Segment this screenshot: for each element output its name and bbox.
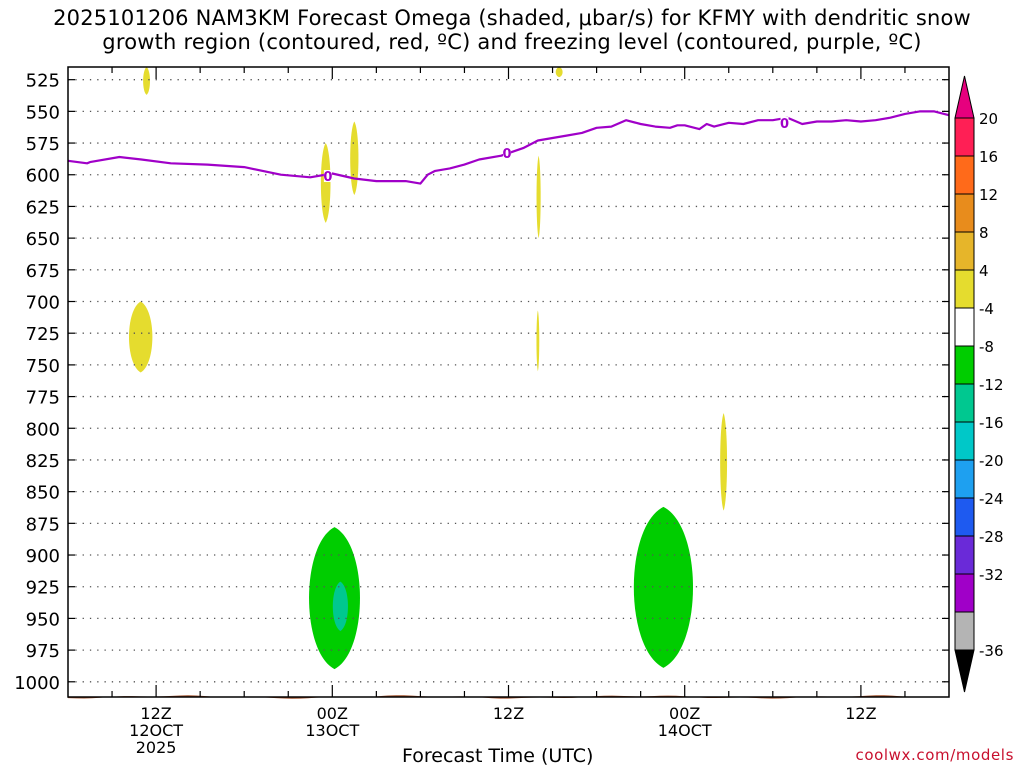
omega-region-5: [536, 155, 541, 239]
x-tick-label-12-2: 2025: [136, 738, 177, 757]
x-tick-label-48-0: 00Z: [669, 704, 700, 723]
y-tick-label-750: 750: [26, 356, 60, 377]
y-tick-label-850: 850: [26, 483, 60, 504]
colorbar-label-5: -4: [979, 300, 994, 318]
colorbar-segment-10: [954, 497, 975, 537]
colorbar-segment-4: [954, 269, 975, 309]
colorbar-label-8: -16: [979, 414, 1004, 432]
omega-shading-layer: [128, 67, 728, 670]
y-tick-label-975: 975: [26, 641, 60, 662]
y-tick-label-900: 900: [26, 546, 60, 567]
x-axis-label: Forecast Time (UTC): [402, 745, 594, 767]
axes-layer: 525 550 575 600 625 650 675 700 725 750 775 800 825 8…: [14, 66, 950, 757]
colorbar-label-10: -24: [979, 490, 1004, 508]
colorbar-label-2: 12: [979, 186, 998, 204]
y-tick-label-650: 650: [26, 229, 60, 250]
x-tick-label-48-1: 14OCT: [658, 721, 712, 740]
y-tick-label-1000: 1000: [14, 673, 60, 694]
colorbar-label-1: 16: [979, 148, 998, 166]
omega-region-4: [128, 301, 153, 373]
omega-region-1: [555, 67, 563, 78]
chart-title-line1: 2025101206 NAM3KM Forecast Omega (shaded…: [53, 6, 971, 30]
colorbar-top-arrow: [954, 75, 975, 119]
colorbar-bottom-arrow: [954, 649, 975, 693]
colorbar-label-12: -32: [979, 566, 1004, 584]
colorbar-segment-0: [954, 117, 975, 157]
y-tick-label-625: 625: [26, 197, 60, 218]
colorbar-label-11: -28: [979, 528, 1004, 546]
y-tick-label-575: 575: [26, 134, 60, 155]
omega-region-2: [320, 143, 331, 223]
y-tick-label-925: 925: [26, 578, 60, 599]
x-tick-label-12-0: 12Z: [140, 704, 171, 723]
y-tick-label-800: 800: [26, 419, 60, 440]
colorbar-label-7: -12: [979, 376, 1004, 394]
y-tick-label-725: 725: [26, 324, 60, 345]
y-tick-label-525: 525: [26, 71, 60, 92]
x-tick-label-24-1: 13OCT: [305, 721, 359, 740]
omega-region-7: [720, 413, 728, 511]
colorbar-segment-11: [954, 535, 975, 575]
x-tick-label-60-0: 12Z: [845, 704, 876, 723]
freezing-level-line: [67, 110, 950, 185]
colorbar-segment-1: [954, 155, 975, 195]
colorbar-segment-5: [954, 307, 975, 347]
credit-text: coolwx.com/models: [855, 746, 1014, 764]
y-tick-label-875: 875: [26, 514, 60, 535]
y-tick-label-675: 675: [26, 261, 60, 282]
colorbar-segment-6: [954, 345, 975, 385]
y-tick-label-600: 600: [26, 166, 60, 187]
y-tick-label-700: 700: [26, 293, 60, 314]
colorbar-segment-12: [954, 573, 975, 613]
freezing-level-label-bg-0: [323, 170, 332, 183]
colorbar-segment-3: [954, 231, 975, 271]
x-tick-label-12-1: 12OCT: [129, 721, 183, 740]
y-tick-label-950: 950: [26, 609, 60, 630]
chart-title: 2025101206 NAM3KM Forecast Omega (shaded…: [0, 6, 1024, 54]
freezing-level-label-bg-1: [503, 147, 512, 160]
omega-region-6: [536, 310, 540, 372]
omega-region-9: [332, 581, 348, 632]
omega-region-3: [350, 121, 359, 196]
colorbar-segment-13: [954, 611, 975, 651]
colorbar-segment-9: [954, 459, 975, 499]
freezing-level-label-0: 0: [323, 170, 332, 185]
y-tick-label-550: 550: [26, 102, 60, 123]
omega-region-10: [633, 506, 694, 668]
freezing-level-label-bg-2: [780, 116, 789, 129]
chart-title-line2: growth region (contoured, red, ºC) and f…: [102, 30, 922, 54]
colorbar-label-3: 8: [979, 224, 989, 242]
colorbar-label-0: 20: [979, 110, 998, 128]
freezing-level-label-1: 0: [503, 147, 512, 162]
omega-region-0: [143, 67, 150, 95]
x-tick-label-36-0: 12Z: [493, 704, 524, 723]
colorbar-label-4: 4: [979, 262, 989, 280]
colorbar-label-13: -36: [979, 642, 1004, 660]
y-tick-label-775: 775: [26, 388, 60, 409]
freezing-level-label-2: 0: [780, 117, 789, 132]
colorbar: 20 16 12 8 4 -4 -8 -12 -16 -20 -24 -28 -32 -36: [954, 75, 1004, 693]
y-tick-label-825: 825: [26, 451, 60, 472]
colorbar-segment-8: [954, 421, 975, 461]
colorbar-label-6: -8: [979, 338, 994, 356]
x-tick-label-24-0: 00Z: [317, 704, 348, 723]
colorbar-segment-2: [954, 193, 975, 233]
colorbar-segment-7: [954, 383, 975, 423]
freezing-level-layer: 0 0 0: [67, 110, 950, 185]
grid-layer: [68, 79, 949, 683]
colorbar-label-9: -20: [979, 452, 1004, 470]
